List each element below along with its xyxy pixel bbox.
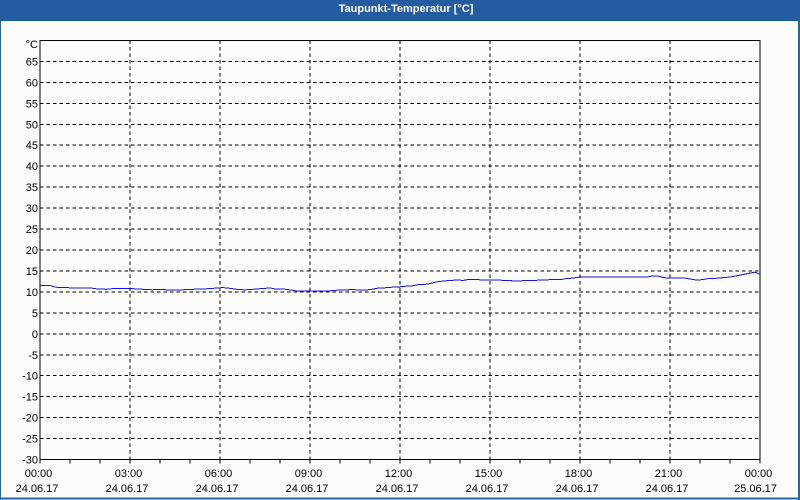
svg-text:-20: -20 xyxy=(22,413,38,425)
svg-text:15: 15 xyxy=(26,266,38,278)
svg-text:30: 30 xyxy=(26,203,38,215)
svg-text:Taupunkt-Temperatur [°C]: Taupunkt-Temperatur [°C] xyxy=(339,3,474,15)
svg-text:-30: -30 xyxy=(22,455,38,467)
svg-text:0: 0 xyxy=(32,329,38,341)
svg-text:-15: -15 xyxy=(22,392,38,404)
svg-text:40: 40 xyxy=(26,161,38,173)
svg-text:50: 50 xyxy=(26,120,38,132)
svg-text:24.06.17: 24.06.17 xyxy=(196,483,239,495)
svg-text:24.06.17: 24.06.17 xyxy=(556,483,599,495)
svg-text:24.06.17: 24.06.17 xyxy=(286,483,329,495)
svg-text:09:00: 09:00 xyxy=(295,468,323,480)
svg-text:20: 20 xyxy=(26,245,38,257)
svg-text:-10: -10 xyxy=(22,371,38,383)
svg-text:24.06.17: 24.06.17 xyxy=(646,483,689,495)
svg-text:00:00: 00:00 xyxy=(25,468,53,480)
svg-text:35: 35 xyxy=(26,182,38,194)
svg-text:15:00: 15:00 xyxy=(475,468,503,480)
svg-text:00:00: 00:00 xyxy=(745,468,773,480)
svg-text:65: 65 xyxy=(26,57,38,69)
svg-text:25: 25 xyxy=(26,224,38,236)
svg-text:25.06.17: 25.06.17 xyxy=(734,483,777,495)
svg-text:24.06.17: 24.06.17 xyxy=(106,483,149,495)
svg-text:-25: -25 xyxy=(22,434,38,446)
svg-text:12:00: 12:00 xyxy=(385,468,413,480)
svg-text:-5: -5 xyxy=(28,350,38,362)
svg-text:10: 10 xyxy=(26,287,38,299)
svg-text:03:00: 03:00 xyxy=(115,468,143,480)
svg-text:06:00: 06:00 xyxy=(205,468,233,480)
svg-text:24.06.17: 24.06.17 xyxy=(376,483,419,495)
svg-text:24.06.17: 24.06.17 xyxy=(466,483,509,495)
svg-text:°C: °C xyxy=(26,39,38,51)
svg-text:5: 5 xyxy=(32,308,38,320)
svg-text:60: 60 xyxy=(26,78,38,90)
svg-text:18:00: 18:00 xyxy=(565,468,593,480)
svg-text:24.06.17: 24.06.17 xyxy=(16,483,59,495)
svg-text:21:00: 21:00 xyxy=(655,468,683,480)
svg-text:45: 45 xyxy=(26,140,38,152)
svg-text:55: 55 xyxy=(26,99,38,111)
